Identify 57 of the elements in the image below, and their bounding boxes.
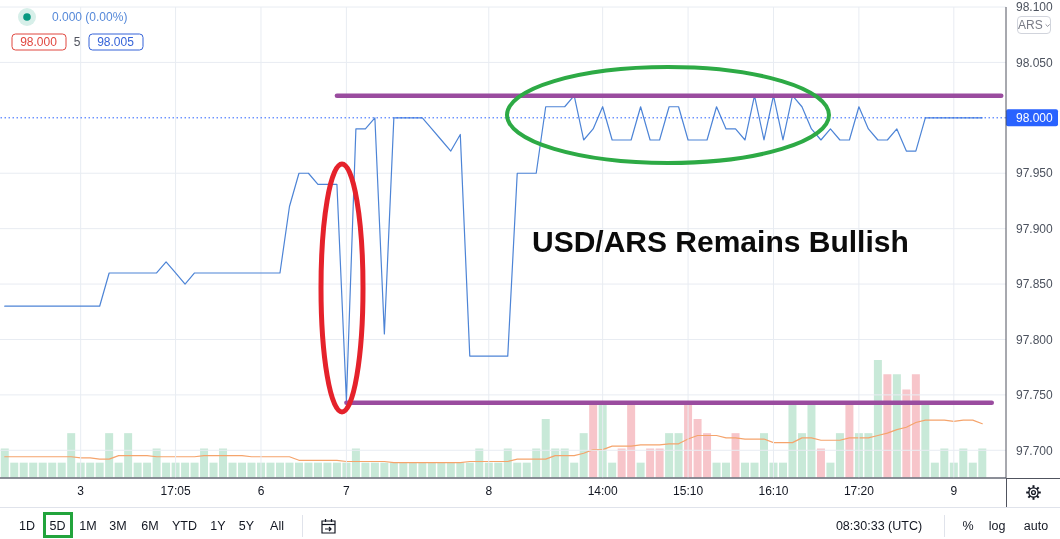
y-tick-label: 97.950 — [1016, 166, 1054, 181]
x-tick-label: 9 — [950, 483, 958, 498]
bar — [589, 403, 598, 478]
bar — [579, 433, 588, 478]
text: log — [988, 518, 1006, 533]
bar — [674, 433, 683, 478]
x-tick-label: 7 — [343, 483, 351, 498]
ref-line-label: 98.000 — [1016, 111, 1054, 126]
text: 5D — [49, 518, 66, 533]
annotation: 98.005 — [88, 33, 143, 51]
annotation: 98.000 — [11, 33, 66, 51]
text: USD/ARS Remains Bullish — [532, 224, 909, 260]
text: 3M — [109, 518, 127, 533]
text: 1Y — [210, 518, 226, 533]
y-tick-label: 97.700 — [1016, 443, 1054, 458]
bar — [873, 360, 882, 478]
x-tick-label: 16:10 — [758, 483, 789, 498]
annotation: 0.000 (0.00%) — [52, 10, 128, 24]
y-tick-label: 97.750 — [1016, 388, 1054, 403]
x-tick-label: 14:00 — [587, 483, 618, 498]
x-tick-label: 8 — [485, 483, 493, 498]
bar — [741, 462, 750, 478]
y-tick-label: 97.850 — [1016, 277, 1054, 292]
x-tick-label: 17:20 — [843, 483, 875, 498]
text: All — [270, 518, 284, 533]
text: YTD — [172, 518, 197, 533]
text: 6M — [141, 518, 159, 533]
text: 1D — [19, 518, 35, 533]
text: 08:30:33 (UTC) — [835, 518, 923, 533]
bar — [816, 448, 825, 478]
x-tick-label: 17:05 — [160, 483, 191, 498]
x-tick-label: 6 — [257, 483, 265, 498]
bar — [892, 374, 901, 478]
text: 1M — [79, 518, 97, 533]
bar — [731, 433, 740, 478]
y-tick-label: 97.900 — [1016, 221, 1054, 236]
bar — [636, 462, 645, 478]
text: auto — [1023, 518, 1049, 533]
bar — [921, 403, 930, 478]
bar — [835, 433, 844, 478]
bar — [826, 462, 835, 478]
annotation: 5 — [73, 35, 81, 49]
y-tick-label: 98.050 — [1016, 55, 1054, 70]
bar — [646, 448, 655, 478]
x-tick-label: 3 — [77, 483, 85, 498]
bar — [665, 433, 674, 478]
line-series — [4, 95, 983, 402]
bar — [845, 403, 854, 478]
text: % — [962, 518, 974, 533]
bar — [883, 374, 892, 478]
bar — [911, 374, 920, 478]
x-tick-label: 15:10 — [673, 483, 704, 498]
y-tick-label: 97.800 — [1016, 332, 1054, 347]
text: 5Y — [238, 518, 255, 533]
bar — [655, 448, 664, 478]
text: ARS — [1018, 18, 1043, 32]
y-tick-label: 98.100 — [1016, 0, 1054, 15]
